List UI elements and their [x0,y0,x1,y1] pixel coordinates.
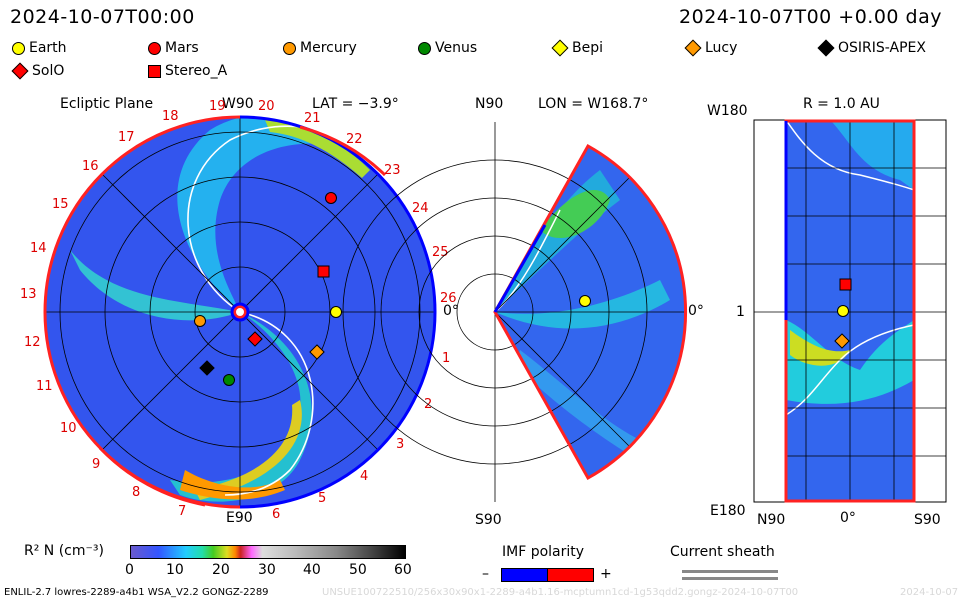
panel1-right-label: 0° [443,303,459,319]
run-date-stamp: 2024-10-07 [900,587,959,598]
carrington-label: 3 [396,437,404,452]
legend-item-bepi: Bepi [551,39,603,57]
carrington-label: 21 [304,111,321,126]
panel2-lon-label: LON = W168.7° [538,96,649,112]
osiris-apex-position-icon [199,360,215,376]
carrington-label: 25 [432,245,449,260]
panel3-top-left-label: W180 [707,103,748,119]
legend-item-stereo-a: Stereo_A [148,63,227,79]
colorbar-tick: 10 [166,562,184,578]
earth-position-icon [330,306,342,318]
legend-item-osiris-apex: OSIRIS-APEX [817,39,926,57]
colorbar-tick: 0 [125,562,134,578]
panel1-lat-label: LAT = −3.9° [312,96,399,112]
imf-polarity-title: IMF polarity [502,544,585,560]
carrington-label: 26 [440,291,457,306]
colorbar-tick: 60 [394,562,412,578]
panel3-x-right-label: S90 [914,512,941,528]
carrington-label: 16 [82,159,99,174]
carrington-label: 11 [36,379,53,394]
panel1-top-label: W90 [222,96,254,112]
carrington-label: 19 [209,99,226,114]
carrington-label: 9 [92,457,100,472]
panel3-x-left-label: N90 [757,512,786,528]
legend-item-mercury: Mercury [283,40,357,56]
model-info: ENLIL-2.7 lowres-2289-a4b1 WSA_V2.2 GONG… [4,587,269,598]
carrington-label: 14 [30,241,47,256]
earth-position-icon [837,305,849,317]
venus-position-icon [223,374,235,386]
venus-marker-icon [418,41,431,55]
panel3-bottom-left-label: E180 [710,503,746,519]
colorbar-tick: 20 [212,562,230,578]
run-info: UNSUE100722510/256x30x90x1-2289-a4b1.16-… [322,587,799,598]
carrington-label: 5 [318,491,326,506]
colorbar-tick: 30 [258,562,276,578]
carrington-labels: 1 2 3 4 5 6 7 8 9 10 11 12 13 14 15 16 1… [20,99,457,522]
solo-position-icon [247,331,263,347]
carrington-label: 23 [384,163,401,178]
carrington-label: 15 [52,197,69,212]
panel2-bottom-label: S90 [475,512,502,528]
legend-item-earth: Earth [12,40,67,56]
imf-negative-swatch [501,568,548,582]
panel3-mid-left-label: 1 [736,304,745,320]
legend-item-mars: Mars [148,40,199,56]
stereo-a-marker-icon [148,64,161,78]
colorbar-label: R² N (cm⁻³) [24,543,104,559]
imf-plus-label: + [600,566,612,582]
mercury-marker-icon [283,41,296,55]
mars-position-icon [325,192,337,204]
imf-minus-label: – [482,566,489,582]
legend-item-lucy: Lucy [684,39,737,57]
carrington-label: 12 [24,335,41,350]
lat-lon-map [753,119,947,503]
carrington-label: 6 [272,507,280,522]
earth-marker-icon [12,41,25,55]
stereo-a-position-icon [317,265,330,278]
legend-item-venus: Venus [418,40,477,56]
current-sheath-swatch [682,570,778,573]
carrington-label: 18 [162,109,179,124]
panel1-title: Ecliptic Plane [60,96,154,112]
date-right: 2024-10-07T00 +0.00 day [679,6,942,28]
carrington-label: 17 [118,130,135,145]
panel2-right-label: 0° [688,303,704,319]
colorbar [130,545,406,559]
imf-positive-swatch [547,568,594,582]
carrington-label: 1 [442,351,450,366]
lucy-position-icon [834,333,850,349]
panel3-x-mid-label: 0° [840,510,856,526]
colorbar-tick: 50 [349,562,367,578]
panel2-top-label: N90 [475,96,504,112]
legend-item-solo: SolO [11,62,64,80]
panel1-bottom-label: E90 [226,510,253,526]
meridional-plot [342,122,688,502]
carrington-label: 7 [178,504,186,519]
carrington-label: 10 [60,421,77,436]
carrington-label: 20 [258,99,275,114]
mercury-position-icon [194,315,206,327]
mars-marker-icon [148,41,161,55]
current-sheath-title: Current sheath [670,544,775,560]
colorbar-tick: 40 [303,562,321,578]
carrington-label: 24 [412,201,429,216]
carrington-label: 22 [346,132,363,147]
date-left: 2024-10-07T00:00 [10,6,195,28]
carrington-label: 8 [132,485,140,500]
earth-position-icon [579,295,591,307]
carrington-label: 13 [20,287,37,302]
lucy-position-icon [309,344,325,360]
panel3-radius-label: R = 1.0 AU [803,96,880,112]
stereo-a-position-icon [839,278,852,291]
carrington-label: 4 [360,469,368,484]
